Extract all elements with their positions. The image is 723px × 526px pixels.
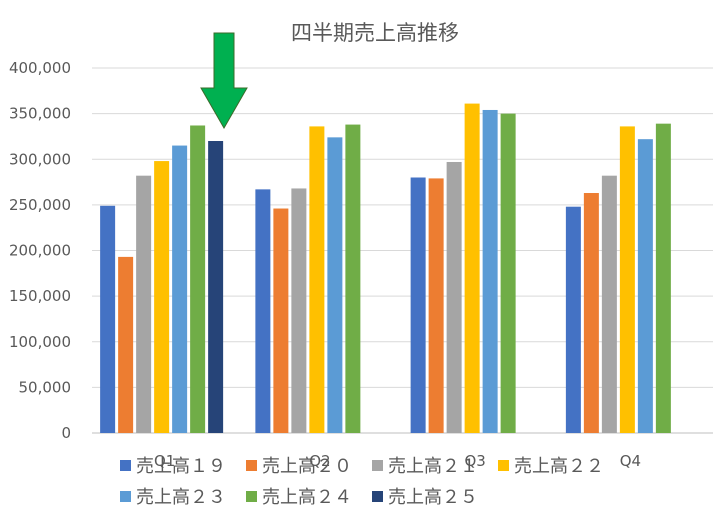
y-tick-label: 300,000 bbox=[9, 150, 71, 168]
legend-swatch bbox=[246, 460, 257, 471]
bar bbox=[410, 177, 426, 433]
x-tick-label: Q1 bbox=[154, 452, 175, 470]
bar bbox=[464, 103, 480, 434]
bar bbox=[208, 141, 224, 433]
legend-label: 売上高２２ bbox=[514, 456, 604, 477]
bar bbox=[118, 256, 134, 433]
legend-label: 売上高２０ bbox=[262, 456, 352, 477]
y-tick-label: 50,000 bbox=[19, 378, 72, 396]
bar bbox=[655, 123, 671, 433]
bar bbox=[190, 125, 206, 434]
legend-label: 売上高２５ bbox=[388, 487, 478, 508]
bar bbox=[154, 161, 170, 433]
legend-swatch bbox=[246, 491, 257, 502]
bar bbox=[446, 161, 462, 434]
bar bbox=[345, 124, 361, 433]
bar bbox=[136, 175, 152, 434]
bar bbox=[619, 126, 635, 434]
bar bbox=[309, 126, 325, 434]
down-arrow-icon bbox=[200, 32, 248, 130]
legend-swatch bbox=[498, 460, 509, 471]
bar bbox=[637, 139, 653, 434]
annotation bbox=[200, 32, 248, 130]
legend-label: 売上高２１ bbox=[388, 456, 478, 477]
bar bbox=[255, 189, 271, 433]
y-tick-label: 0 bbox=[61, 424, 71, 442]
bars bbox=[100, 103, 671, 434]
bar bbox=[172, 145, 188, 433]
bar bbox=[327, 137, 343, 433]
bar bbox=[100, 205, 116, 433]
y-axis: 0 50,000 100,000 150,000 200,000 250,000 300,0… bbox=[9, 59, 71, 442]
bar bbox=[565, 206, 581, 433]
legend-label: 売上高２３ bbox=[136, 487, 226, 508]
y-tick-label: 150,000 bbox=[9, 287, 71, 305]
legend-label: 売上高２４ bbox=[262, 487, 352, 508]
x-axis: Q1 Q2 Q3 Q4 bbox=[154, 452, 641, 470]
chart-title: 四半期売上高推移 bbox=[291, 21, 459, 45]
y-tick-label: 350,000 bbox=[9, 105, 71, 123]
legend: 売上高１９ 売上高２０ 売上高２１ 売上高２２ 売上高２３ 売上高２４ 売上高２５ bbox=[120, 456, 604, 508]
y-tick-label: 250,000 bbox=[9, 196, 71, 214]
legend-swatch bbox=[120, 460, 131, 471]
y-tick-label: 400,000 bbox=[9, 59, 71, 77]
x-tick-label: Q3 bbox=[464, 452, 485, 470]
bar bbox=[583, 193, 599, 433]
legend-swatch bbox=[372, 491, 383, 502]
bar bbox=[482, 109, 498, 433]
bar bbox=[601, 175, 617, 434]
y-tick-label: 200,000 bbox=[9, 242, 71, 260]
legend-swatch bbox=[372, 460, 383, 471]
legend-label: 売上高１９ bbox=[136, 456, 226, 477]
legend-swatch bbox=[120, 491, 131, 502]
bar bbox=[500, 113, 516, 433]
bar bbox=[291, 188, 307, 433]
x-tick-label: Q2 bbox=[309, 452, 330, 470]
x-tick-label: Q4 bbox=[620, 452, 641, 470]
bar bbox=[273, 208, 289, 433]
bar bbox=[428, 178, 444, 433]
y-tick-label: 100,000 bbox=[9, 333, 71, 351]
